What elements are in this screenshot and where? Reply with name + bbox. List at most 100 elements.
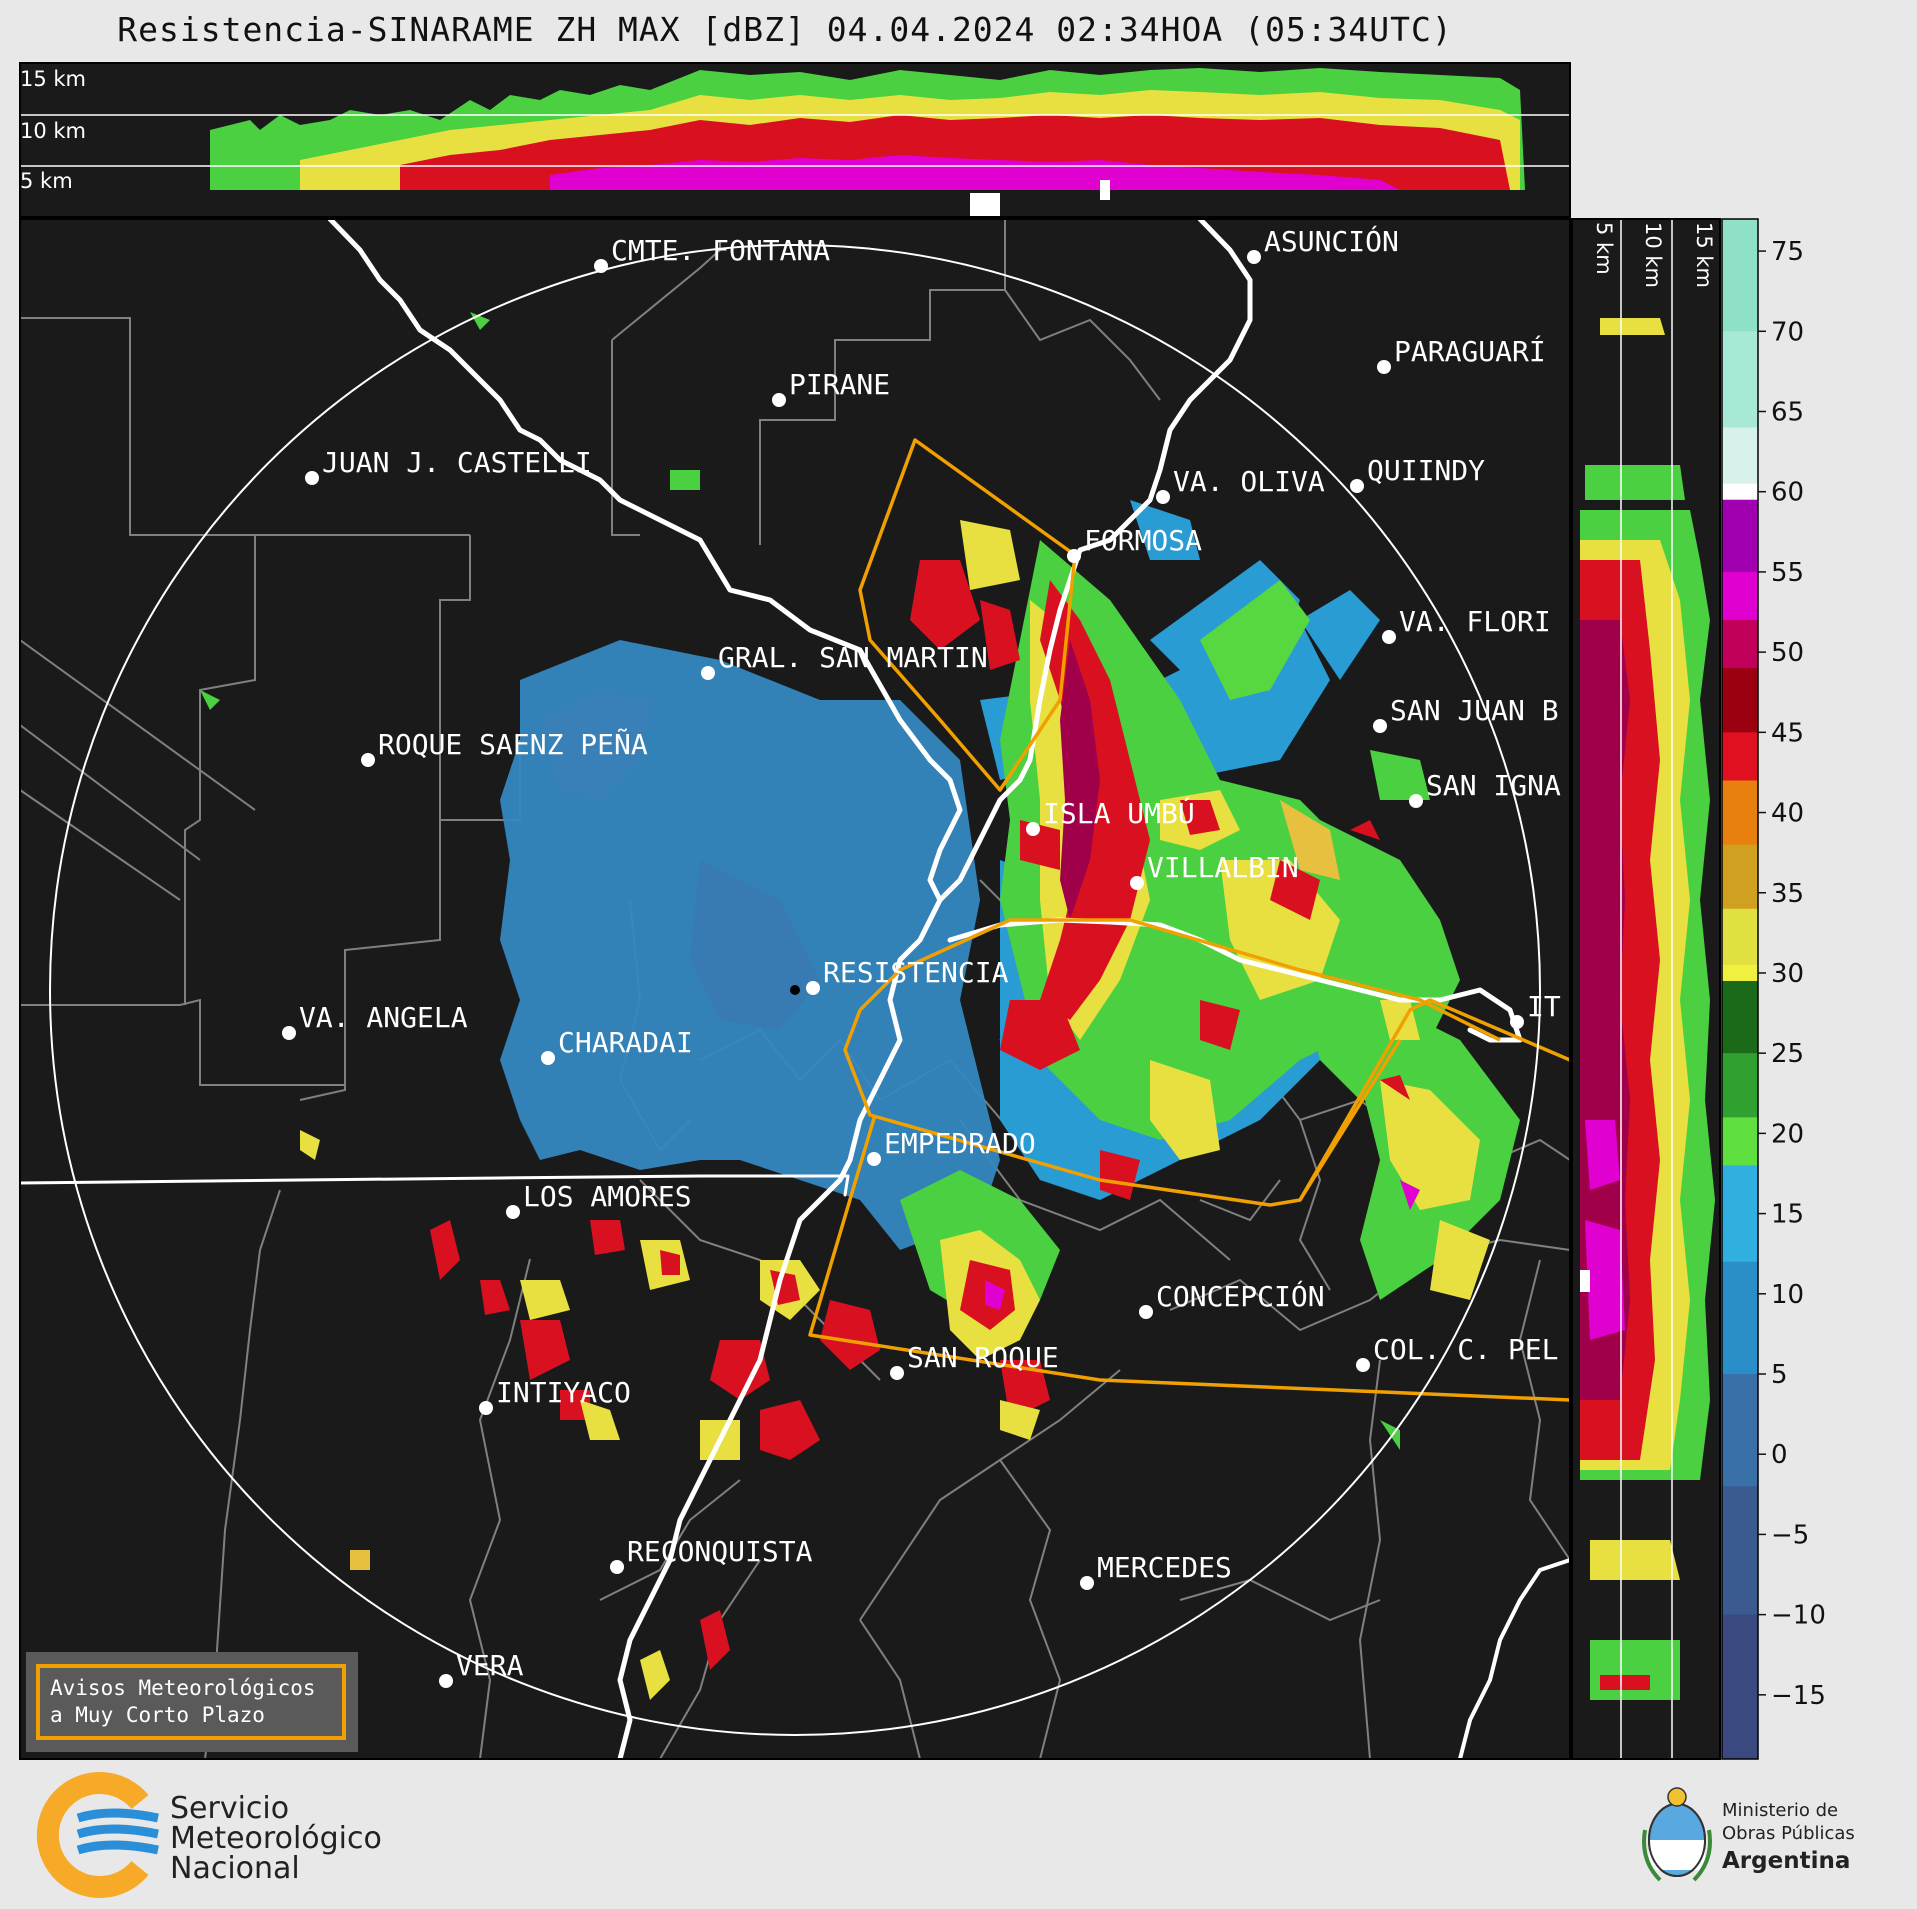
city-label-juan-castelli: JUAN J. CASTELLI <box>322 446 592 479</box>
colorbar-tick-label: 75 <box>1771 237 1804 267</box>
colorbar-segment <box>1722 1165 1758 1263</box>
colorbar-segment <box>1722 331 1758 429</box>
top-cross-section: 15 km 10 km 5 km <box>19 62 1571 218</box>
colorbar-tick-label: 5 <box>1771 1360 1788 1390</box>
colorbar-tick-label: 60 <box>1771 478 1804 508</box>
city-label-charadai: CHARADAI <box>558 1026 693 1059</box>
ministry-logo-line1: Ministerio de <box>1722 1800 1838 1821</box>
city-label-ita: IT <box>1527 990 1561 1023</box>
city-label-va-oliva: VA. OLIVA <box>1173 465 1325 498</box>
city-label-concepcion: CONCEPCIÓN <box>1156 1279 1325 1313</box>
colorbar-tick-label: −10 <box>1771 1601 1826 1631</box>
city-dot-charadai <box>541 1051 555 1065</box>
city-label-los-amores: LOS AMORES <box>523 1180 692 1213</box>
city-label-asuncion: ASUNCIÓN <box>1264 224 1399 258</box>
city-dot-resistencia <box>806 981 820 995</box>
city-dot-formosa <box>1067 549 1081 563</box>
city-label-quiindy: QUIINDY <box>1367 454 1485 487</box>
city-dot-gral-san-martin <box>701 666 715 680</box>
city-label-villalbin: VILLALBIN <box>1147 851 1299 884</box>
colorbar-segment <box>1722 620 1758 669</box>
city-label-isla-umbu: ISLA UMBÚ <box>1043 796 1195 830</box>
city-dot-va-florida <box>1382 630 1396 644</box>
range-ring <box>49 244 1541 1736</box>
city-label-san-ignacio: SAN IGNA <box>1426 769 1561 802</box>
city-dot-mercedes <box>1080 1576 1094 1590</box>
colorbar-segment <box>1722 1117 1758 1166</box>
city-label-roque-saenz-pena: ROQUE SAENZ PEÑA <box>378 727 648 761</box>
smn-emblem-icon <box>36 1772 159 1898</box>
colorbar-tick-label: 15 <box>1771 1200 1804 1230</box>
colorbar-segment <box>1722 908 1758 966</box>
colorbar-tick-label: 65 <box>1771 398 1804 428</box>
colorbar-segment <box>1722 427 1758 485</box>
side-altitude-label-10km: 10 km <box>1641 222 1665 288</box>
warning-box-line2: a Muy Corto Plazo <box>50 1703 265 1727</box>
colorbar-segment <box>1722 1486 1758 1616</box>
city-dot-villalbin <box>1130 876 1144 890</box>
colorbar-segment <box>1722 964 1758 982</box>
colorbar-segment <box>1722 668 1758 733</box>
colorbar-tick-label: 45 <box>1771 718 1804 748</box>
page-title: Resistencia-SINARAME ZH MAX [dBZ] 04.04.… <box>117 10 1453 49</box>
city-dot-isla-umbu <box>1026 822 1040 836</box>
city-label-reconquista: RECONQUISTA <box>627 1535 813 1568</box>
city-label-pirane: PIRANE <box>789 368 890 401</box>
colorbar-tick-label: 25 <box>1771 1039 1804 1069</box>
city-dot-asuncion <box>1247 250 1261 264</box>
city-dot-san-ignacio <box>1409 794 1423 808</box>
city-label-mercedes: MERCEDES <box>1097 1551 1232 1584</box>
colorbar-tick-label: −15 <box>1771 1681 1826 1711</box>
city-label-resistencia: RESISTENCIA <box>823 956 1009 989</box>
warning-polygons <box>808 438 1570 1402</box>
altitude-label-15km: 15 km <box>20 67 86 91</box>
city-label-san-roque: SAN ROQUE <box>907 1341 1059 1374</box>
city-dot-los-amores <box>506 1205 520 1219</box>
colorbar-segment <box>1722 780 1758 846</box>
smn-logo-line2: Meteorológico <box>170 1821 382 1856</box>
smn-logo-line1: Servicio <box>170 1791 289 1826</box>
colorbar-tick-label: 0 <box>1771 1440 1788 1470</box>
colorbar-tick-label: 55 <box>1771 558 1804 588</box>
colorbar-segment <box>1722 1374 1758 1487</box>
colorbar-tick-label: 10 <box>1771 1280 1804 1310</box>
radar-site-marker <box>790 985 800 995</box>
colorbar-segment <box>1722 571 1758 621</box>
colorbar-tick-label: 20 <box>1771 1119 1804 1149</box>
colorbar-segment <box>1722 1614 1758 1760</box>
colorbar-segment <box>1722 980 1758 1054</box>
colorbar-segment <box>1722 1053 1758 1118</box>
colorbar-segment <box>1722 219 1758 332</box>
colorbar-tick-label: 70 <box>1771 317 1804 347</box>
city-dot-intiyaco <box>479 1401 493 1415</box>
colorbar-tick-label: 35 <box>1771 879 1804 909</box>
colorbar-tick-label: 40 <box>1771 799 1804 829</box>
altitude-label-5km: 5 km <box>20 169 73 193</box>
colorbar-segment <box>1722 844 1758 910</box>
side-altitude-label-5km: 5 km <box>1592 222 1616 275</box>
colorbar-segment <box>1722 1261 1758 1375</box>
colorbar-tick-label: 50 <box>1771 638 1804 668</box>
city-label-vera: VERA <box>456 1649 524 1682</box>
colorbar-segment <box>1722 732 1758 781</box>
side-cross-section: 5 km 10 km 15 km <box>1571 218 1721 1760</box>
city-dot-roque-saenz-pena <box>361 753 375 767</box>
argentina-coat-of-arms-icon <box>1642 1787 1712 1882</box>
city-dot-quiindy <box>1350 479 1364 493</box>
colorbar-border <box>1721 218 1759 1760</box>
ministry-logo: Ministerio de Obras Públicas Argentina <box>1642 1787 1855 1882</box>
colorbar-segment <box>1722 483 1758 501</box>
ministry-logo-line3: Argentina <box>1722 1848 1850 1874</box>
smn-logo: Servicio Meteorológico Nacional <box>36 1772 382 1898</box>
side-altitude-label-15km: 15 km <box>1692 222 1716 288</box>
city-label-gral-san-martin: GRAL. SAN MARTIN <box>718 641 988 674</box>
colorbar-tick-label: 30 <box>1771 959 1804 989</box>
city-label-va-angela: VA. ANGELA <box>299 1001 468 1034</box>
city-dot-reconquista <box>610 1560 624 1574</box>
city-dot-va-oliva <box>1156 490 1170 504</box>
city-dot-san-roque <box>890 1366 904 1380</box>
city-dot-juan-castelli <box>305 471 319 485</box>
city-dot-san-juan <box>1373 719 1387 733</box>
ministry-logo-line2: Obras Públicas <box>1722 1823 1855 1844</box>
